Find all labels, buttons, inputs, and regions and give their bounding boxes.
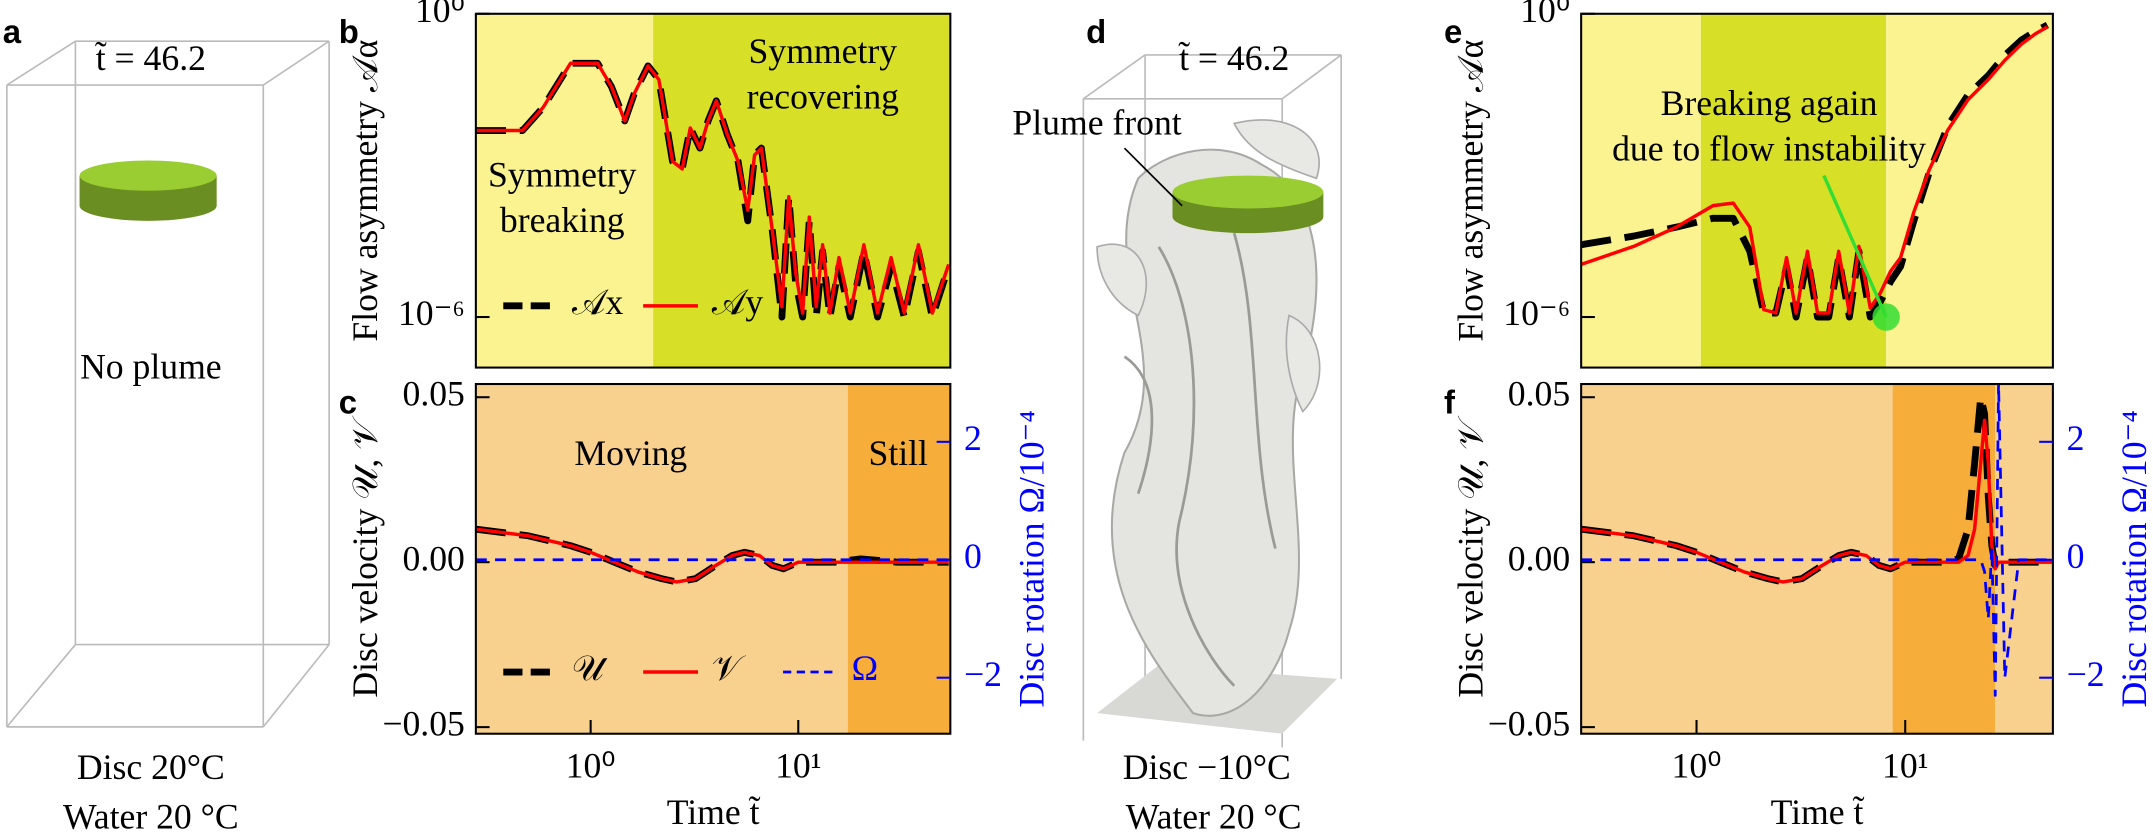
panel-label: b (339, 13, 359, 50)
region-label: due to flow instability (1612, 128, 1926, 168)
series-group (1581, 21, 2049, 321)
panel-label: e (1444, 13, 1462, 50)
disc-top (79, 160, 217, 191)
y-tick-label: −0.05 (1488, 703, 1570, 743)
plume-blobs (1096, 119, 1321, 413)
series-group (1581, 384, 2053, 697)
disc-temp: Disc 20°C (77, 747, 225, 787)
region-label: Breaking again (1661, 83, 1878, 123)
region-label: Still (869, 433, 929, 473)
x-tick-label: 10¹ (775, 746, 821, 786)
y2-tick-label: 2 (964, 418, 982, 458)
panel-a-box (6, 40, 330, 728)
x-axis-label: Time t̃ (1771, 792, 1865, 832)
region-label: breaking (500, 200, 625, 240)
shaded-region (1581, 13, 1701, 368)
pointer (1123, 147, 1183, 207)
note: Plume front (1012, 102, 1181, 142)
legend-label: 𝒜y (712, 282, 764, 322)
y-tick-label: 0.05 (403, 373, 465, 413)
time-label: t̃ = 46.2 (95, 38, 206, 78)
panel-label: c (339, 383, 357, 420)
y2-tick-label: −2 (2067, 654, 2105, 694)
x-tick-label: 10¹ (1882, 746, 1928, 786)
y-tick-label: 0.00 (1508, 538, 1570, 578)
y-tick-label: 10⁰ (415, 0, 465, 30)
panel-label: a (3, 13, 22, 50)
y-tick-label: 0.05 (1508, 373, 1570, 413)
legend-label: Ω (852, 648, 879, 688)
series-group (475, 59, 951, 321)
legend-label: 𝒜x (572, 282, 624, 322)
y-axis-label: Disc velocity 𝒰, 𝒱 (345, 415, 385, 698)
y2-tick-label: 0 (2067, 536, 2085, 576)
panel-label: f (1444, 383, 1456, 420)
y2-tick-label: 2 (2067, 418, 2085, 458)
time-label: t̃ = 46.2 (1178, 38, 1289, 78)
region-label: Symmetry (488, 155, 637, 195)
region-label: Symmetry (749, 31, 898, 71)
y-axis-label: Flow asymmetry 𝒜α (1450, 40, 1490, 342)
series-line (475, 61, 951, 315)
series-line (1581, 384, 2053, 697)
y-axis-label: Flow asymmetry 𝒜α (345, 40, 385, 342)
y-tick-label: −0.05 (382, 703, 464, 743)
y-axis-label: Disc velocity 𝒰, 𝒱 (1450, 415, 1490, 698)
y2-axis-label: Disc rotation Ω/10⁻⁴ (2114, 410, 2153, 707)
water-temp: Water 20 °C (63, 796, 239, 836)
legend-label: 𝒱 (712, 648, 747, 688)
disc-top (1172, 175, 1324, 209)
shaded-region (1886, 13, 2053, 368)
y-tick-label: 10⁻⁶ (398, 293, 465, 333)
x-tick-label: 10⁰ (1672, 746, 1722, 786)
plot-frame (474, 12, 952, 369)
highlight (1872, 303, 1900, 331)
series-line (1581, 21, 2049, 321)
plume (1110, 148, 1318, 717)
region-label: Moving (574, 433, 687, 473)
series-line (1581, 25, 2049, 315)
series-line (475, 527, 949, 584)
note: No plume (80, 347, 222, 387)
panel-label: d (1086, 13, 1106, 50)
region-label: recovering (747, 76, 900, 116)
y2-axis-label: Disc rotation Ω/10⁻⁴ (1012, 410, 1052, 707)
plot-frame (1580, 12, 2054, 369)
legend-label: 𝒰 (572, 648, 609, 688)
y-tick-label: 10⁻⁶ (1503, 293, 1570, 333)
x-tick-label: 10⁰ (566, 746, 616, 786)
x-axis-label: Time t̃ (667, 792, 761, 832)
series-group (475, 525, 949, 586)
water-temp: Water 20 °C (1126, 796, 1302, 836)
pointer (1822, 174, 1888, 318)
y-tick-label: 0.00 (403, 538, 465, 578)
y2-tick-label: 0 (964, 536, 982, 576)
series-line (1581, 418, 2053, 584)
y-tick-label: 10⁰ (1520, 0, 1570, 30)
plume-folds (1123, 232, 1277, 687)
y2-tick-label: −2 (964, 654, 1002, 694)
disc-temp: Disc −10°C (1123, 747, 1291, 787)
